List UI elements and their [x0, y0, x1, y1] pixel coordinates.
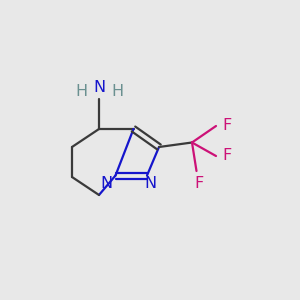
- Text: H: H: [111, 84, 123, 99]
- Text: F: F: [194, 176, 203, 190]
- Text: H: H: [75, 84, 87, 99]
- Text: N: N: [145, 176, 157, 191]
- Text: F: F: [222, 118, 231, 133]
- Text: N: N: [100, 176, 112, 190]
- Text: N: N: [93, 80, 105, 95]
- Text: F: F: [222, 148, 231, 163]
